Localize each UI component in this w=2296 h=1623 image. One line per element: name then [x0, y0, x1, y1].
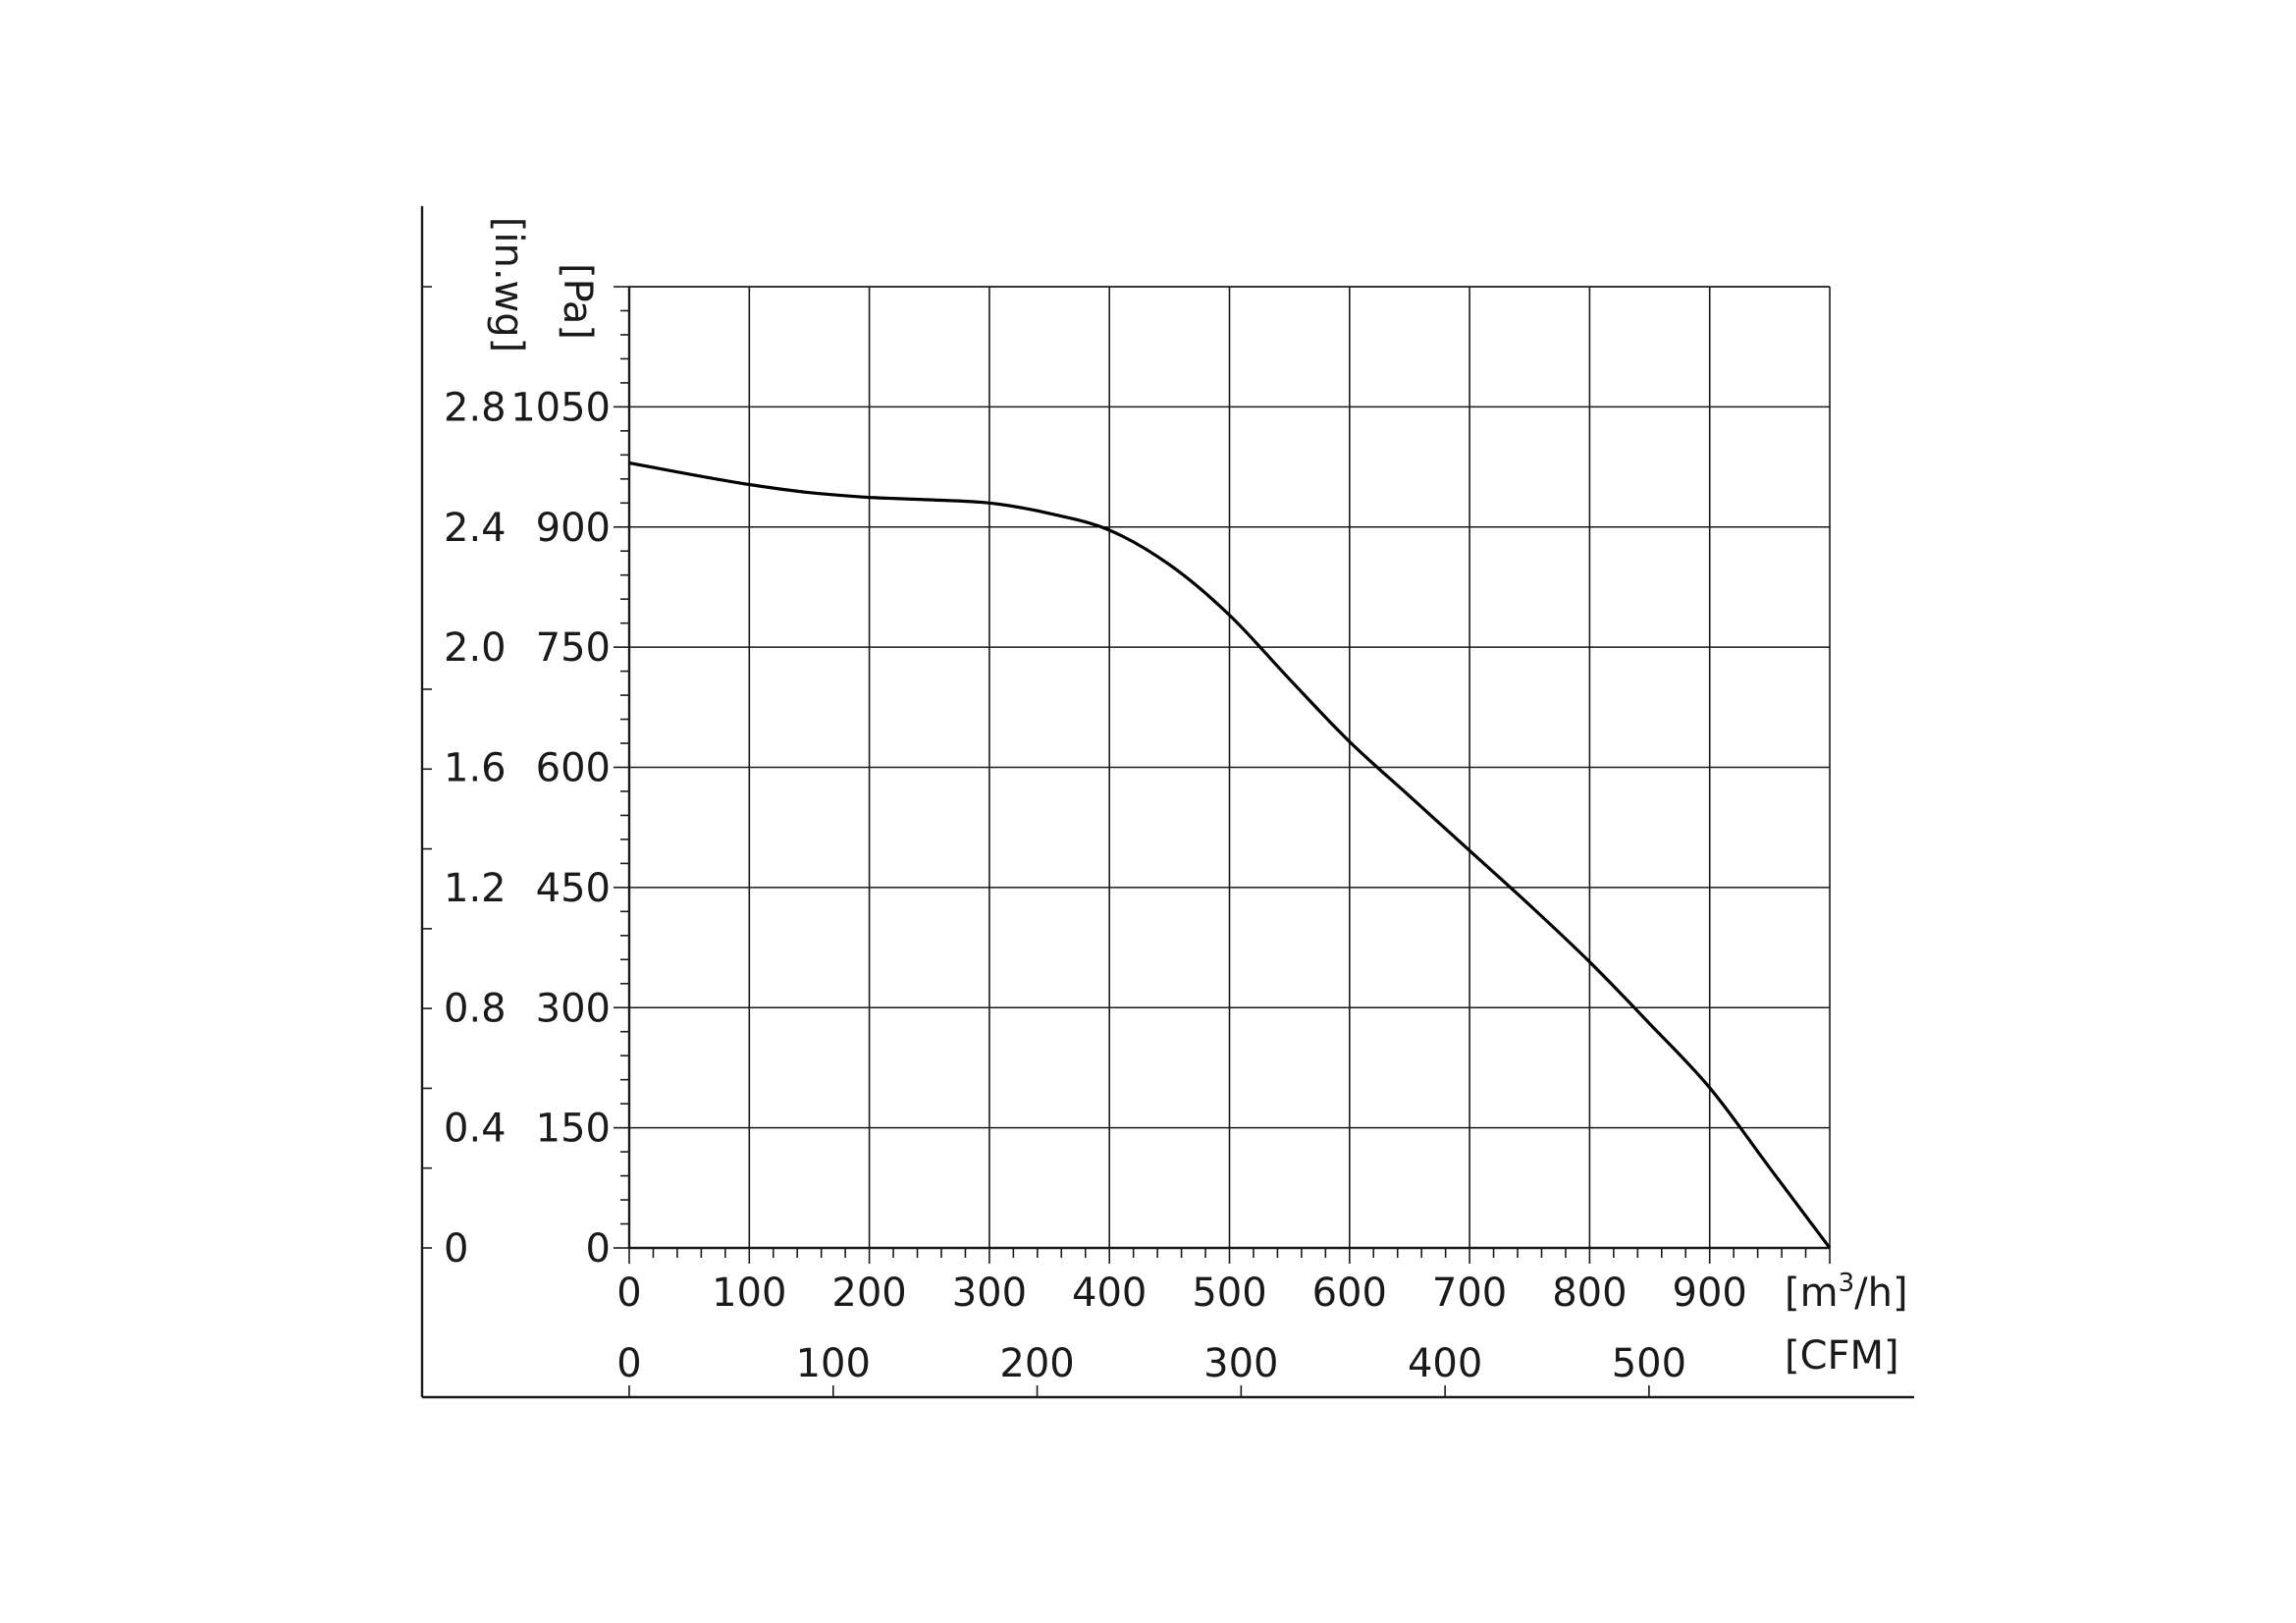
x-tick-label-m3h: 100 [712, 1271, 786, 1316]
x-tick-label-cfm: 300 [1203, 1341, 1278, 1386]
y-tick-label-inwg: 2.8 [444, 385, 507, 430]
axes [420, 206, 1914, 1399]
y-tick-label-pa: 0 [586, 1226, 611, 1271]
y-axis-secondary-unit: [in.wg] [486, 217, 531, 353]
x-axis-primary-unit: [m3/h] [1785, 1269, 1908, 1316]
x-tick-label-cfm: 500 [1612, 1341, 1686, 1386]
y-tick-label-inwg: 2.0 [444, 625, 507, 671]
y-tick-label-pa: 600 [536, 746, 611, 791]
y-tick-label-inwg: 0.8 [444, 986, 507, 1031]
y-tick-label-inwg: 0 [444, 1226, 468, 1271]
y-tick-label-inwg: 1.6 [444, 746, 507, 791]
y-axis-primary-unit: [Pa] [555, 263, 600, 340]
y-tick-label-pa: 450 [536, 866, 611, 911]
y-tick-label-pa: 900 [536, 506, 611, 551]
tick-labels: 0 150 300 450 600 750 900 1050 0 0.4 0.8 1.2 1.6 2.0 2… [444, 385, 1747, 1386]
x-tick-label-cfm: 100 [796, 1341, 871, 1386]
x-tick-label-cfm: 400 [1408, 1341, 1482, 1386]
y-tick-label-inwg: 1.2 [444, 866, 507, 911]
axis-unit-labels: [in.wg] [Pa] [m3/h] [CFM] [486, 217, 1908, 1379]
x-tick-label-cfm: 200 [999, 1341, 1074, 1386]
y-tick-label-inwg: 2.4 [444, 506, 507, 551]
y-tick-label-pa: 750 [536, 625, 611, 671]
y-tick-label-pa: 300 [536, 986, 611, 1031]
x-tick-label-m3h: 300 [952, 1271, 1027, 1316]
x-tick-label-m3h: 800 [1552, 1271, 1627, 1316]
y-tick-label-pa: 150 [536, 1107, 611, 1152]
grid-lines [628, 286, 1831, 1249]
x-axis-secondary-unit: [CFM] [1785, 1333, 1899, 1379]
x-tick-label-cfm: 0 [616, 1341, 641, 1386]
tick-marks [422, 286, 1831, 1397]
y-tick-label-pa: 1050 [510, 385, 611, 430]
x-tick-label-m3h: 200 [831, 1271, 906, 1316]
x-tick-label-m3h: 900 [1673, 1271, 1747, 1316]
x-tick-label-m3h: 0 [616, 1271, 641, 1316]
x-tick-label-m3h: 600 [1312, 1271, 1387, 1316]
x-tick-label-m3h: 400 [1072, 1271, 1147, 1316]
pressure-curve-line [628, 460, 1832, 1249]
y-tick-label-inwg: 0.4 [444, 1107, 507, 1152]
series-layer [628, 460, 1832, 1249]
x-tick-label-m3h: 700 [1432, 1271, 1507, 1316]
x-tick-label-m3h: 500 [1192, 1271, 1266, 1316]
